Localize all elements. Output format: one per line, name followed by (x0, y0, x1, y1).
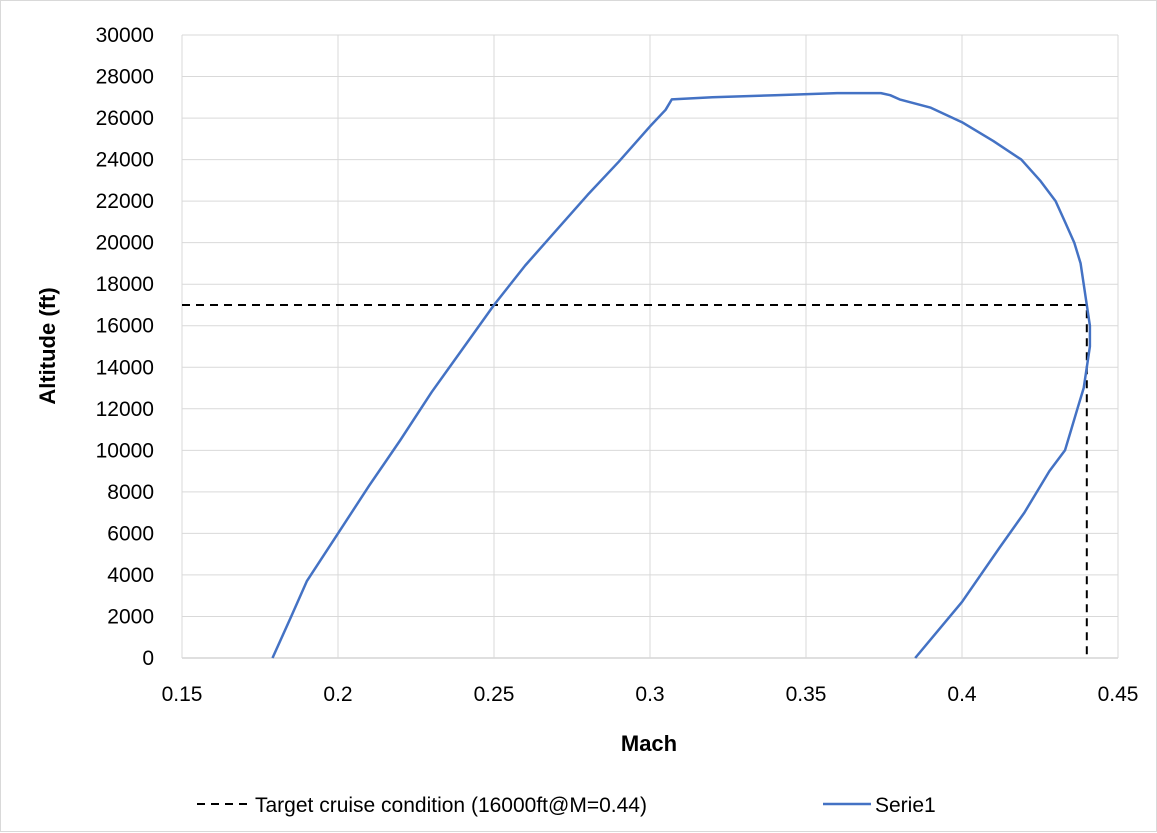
y-tick-label: 2000 (107, 605, 154, 628)
y-tick-label: 24000 (96, 149, 154, 172)
legend-label-serie1: Serie1 (875, 794, 936, 817)
series-serie1-line (271, 91, 1092, 659)
y-tick-label: 30000 (96, 24, 154, 47)
y-tick-label: 14000 (96, 356, 154, 379)
y-tick-label: 0 (142, 647, 154, 670)
y-tick-label: 6000 (107, 522, 154, 545)
gridlines (181, 34, 1119, 659)
y-tick-label: 10000 (96, 439, 154, 462)
y-tick-label: 26000 (96, 107, 154, 130)
y-tick-label: 4000 (107, 564, 154, 587)
y-tick-label: 8000 (107, 481, 154, 504)
x-tick-label: 0.3 (635, 683, 664, 706)
x-axis-title: Mach (621, 731, 677, 756)
y-axis-title: Altitude (ft) (35, 287, 60, 404)
y-tick-label: 18000 (96, 273, 154, 296)
legend-label-target: Target cruise condition (16000ft@M=0.44) (255, 794, 647, 817)
series-target-cruise-line (182, 304, 1088, 658)
y-tick-label: 28000 (96, 66, 154, 89)
x-tick-label: 0.2 (323, 683, 352, 706)
x-tick-label: 0.15 (162, 683, 203, 706)
series-layer (182, 91, 1092, 659)
x-tick-label: 0.45 (1098, 683, 1139, 706)
x-tick-label: 0.4 (947, 683, 977, 706)
legend: Target cruise condition (16000ft@M=0.44)… (197, 794, 936, 817)
y-tick-label: 12000 (96, 398, 154, 421)
y-tick-label: 16000 (96, 315, 154, 338)
y-tick-label: 22000 (96, 190, 154, 213)
y-tick-label: 20000 (96, 232, 154, 255)
y-tick-labels: 0 2000 4000 6000 8000 10000 12000 14000 16000 180… (96, 24, 154, 670)
x-tick-label: 0.35 (786, 683, 827, 706)
x-tick-labels: 0.15 0.2 0.25 0.3 0.35 0.4 0.45 (162, 683, 1139, 706)
x-tick-label: 0.25 (474, 683, 515, 706)
